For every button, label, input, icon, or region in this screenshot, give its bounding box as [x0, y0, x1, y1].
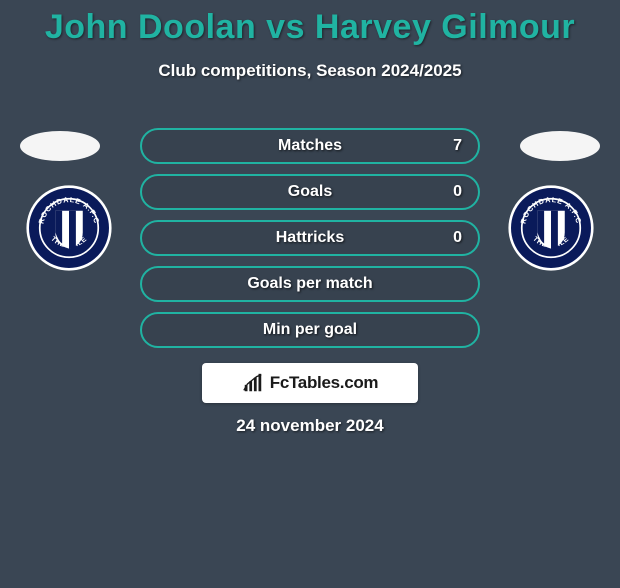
- stat-label: Goals per match: [247, 275, 372, 293]
- club-badge-right: ROCHDALE A.F.C THE DALE: [508, 185, 594, 271]
- stat-row: Min per goal: [140, 312, 480, 348]
- stat-label: Hattricks: [276, 229, 344, 247]
- stat-row: Hattricks 0: [140, 220, 480, 256]
- page-title: John Doolan vs Harvey Gilmour: [0, 8, 620, 47]
- stat-row: Matches 7: [140, 128, 480, 164]
- stat-label: Goals: [288, 183, 332, 201]
- stat-value-right: 7: [453, 137, 462, 155]
- stat-value-right: 0: [453, 229, 462, 247]
- brand-box[interactable]: FcTables.com: [202, 363, 418, 403]
- player-avatar-right: [520, 131, 600, 161]
- player-avatar-left: [20, 131, 100, 161]
- brand-text: FcTables.com: [270, 373, 379, 393]
- stat-row: Goals per match: [140, 266, 480, 302]
- chart-bars-icon: [242, 372, 264, 394]
- stat-label: Matches: [278, 137, 342, 155]
- stat-label: Min per goal: [263, 321, 357, 339]
- club-badge-left: ROCHDALE A.F.C THE DALE: [26, 185, 112, 271]
- page-subtitle: Club competitions, Season 2024/2025: [0, 61, 620, 81]
- date-line: 24 november 2024: [0, 416, 620, 436]
- stat-value-right: 0: [453, 183, 462, 201]
- stat-row: Goals 0: [140, 174, 480, 210]
- stats-container: Matches 7 Goals 0 Hattricks 0 Goals per …: [140, 128, 480, 358]
